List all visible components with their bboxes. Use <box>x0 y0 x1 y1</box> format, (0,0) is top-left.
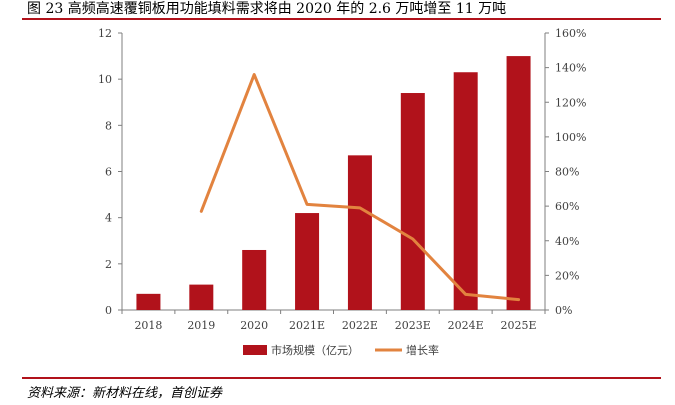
left-tick-label: 8 <box>105 119 112 132</box>
x-tick-label: 2023E <box>395 319 431 332</box>
bar <box>136 293 161 310</box>
left-tick-label: 6 <box>105 166 112 179</box>
figure-title: 图 23 高频高速覆铜板用功能填料需求将由 2020 年的 2.6 万吨增至 1… <box>27 1 507 17</box>
source-note: 资料来源：新材料在线，首创证券 <box>27 386 223 401</box>
right-tick-label: 140% <box>555 62 586 75</box>
source-rule <box>22 377 661 379</box>
line-series <box>199 73 521 302</box>
x-tick-label: 2022E <box>342 319 378 332</box>
bar <box>189 284 214 310</box>
x-tick-label: 2025E <box>501 319 537 332</box>
chart-legend: 市场规模（亿元） 增长率 <box>243 343 439 357</box>
title-rule <box>22 18 661 20</box>
legend-label-bar: 市场规模（亿元） <box>271 343 359 357</box>
x-tick-label: 2021E <box>289 319 325 332</box>
right-tick-label: 20% <box>555 269 579 282</box>
right-tick-label: 160% <box>555 27 586 40</box>
combo-chart: 0246810120%20%40%60%80%100%120%140%160%2… <box>98 27 586 357</box>
legend-label-line: 增长率 <box>406 343 439 357</box>
bar <box>295 213 320 310</box>
right-tick-label: 120% <box>555 96 586 109</box>
bar <box>242 249 267 310</box>
right-tick-label: 80% <box>555 166 579 179</box>
bar <box>506 56 531 311</box>
chart-axes: 0246810120%20%40%60%80%100%120%140%160%2… <box>98 27 586 332</box>
right-tick-label: 100% <box>555 131 586 144</box>
left-tick-label: 12 <box>98 27 112 40</box>
x-tick-label: 2020 <box>240 319 268 332</box>
right-tick-label: 0% <box>555 304 572 317</box>
right-tick-label: 60% <box>555 200 579 213</box>
right-tick-label: 40% <box>555 235 579 248</box>
legend-swatch-bar <box>243 345 267 355</box>
left-tick-label: 0 <box>105 304 112 317</box>
x-tick-label: 2024E <box>448 319 484 332</box>
bar-series <box>136 56 531 311</box>
left-tick-label: 4 <box>105 212 112 225</box>
bar <box>453 72 478 310</box>
left-tick-label: 2 <box>105 258 112 271</box>
left-tick-label: 10 <box>98 73 112 86</box>
bar <box>400 93 425 311</box>
bar <box>347 155 372 310</box>
x-tick-label: 2018 <box>134 319 162 332</box>
x-tick-label: 2019 <box>187 319 215 332</box>
